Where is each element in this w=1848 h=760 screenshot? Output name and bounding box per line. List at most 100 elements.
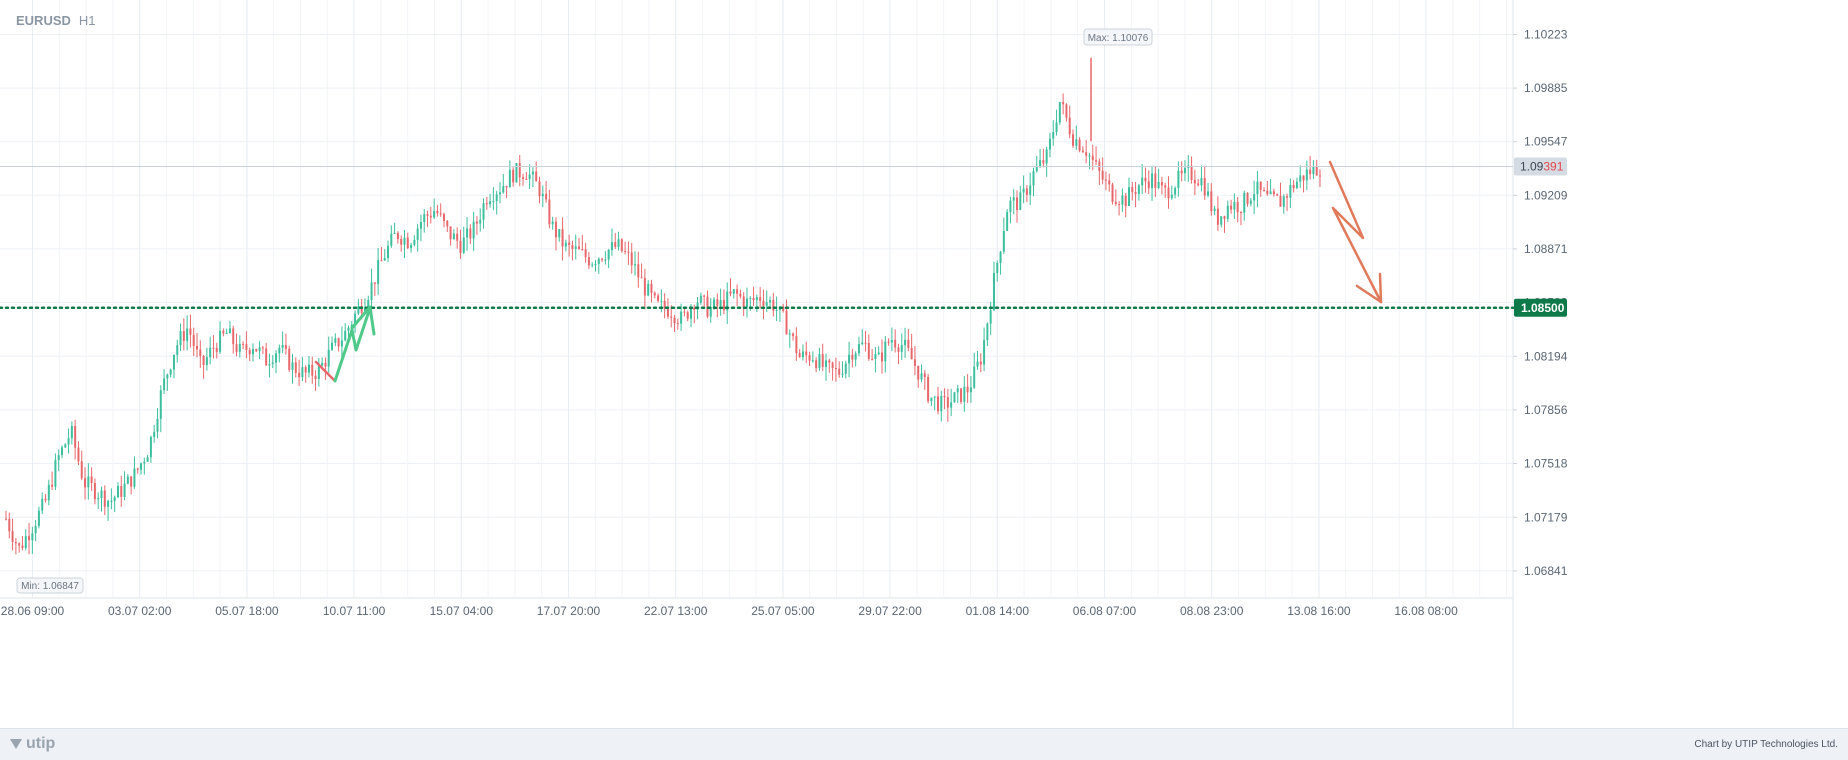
candle-body: [331, 342, 334, 350]
candle: [765, 290, 768, 313]
candle-body: [301, 367, 304, 378]
candle-body: [169, 369, 172, 375]
candle-body: [120, 486, 123, 497]
y-axis: 1.10223 1.09885 1.09547 1.09209 1.08871 1.085…: [1513, 27, 1568, 578]
candle: [815, 357, 818, 373]
min-marker: Min: 1.06847: [16, 577, 84, 594]
candle-body: [620, 239, 623, 252]
candle-body: [288, 348, 291, 370]
candle: [502, 174, 505, 194]
candle-body: [792, 333, 795, 337]
candle-body: [518, 163, 521, 178]
current-price-label: 1.09391: [1520, 159, 1564, 173]
candle: [1065, 103, 1068, 122]
utip-logo[interactable]: utip: [10, 735, 55, 753]
candle: [1035, 155, 1038, 173]
candle-body: [1039, 160, 1042, 167]
candle-body: [759, 297, 762, 301]
candle: [1019, 185, 1022, 211]
candle-body: [936, 396, 939, 412]
candle: [199, 340, 202, 368]
candle-body: [232, 328, 235, 345]
x-tick-label: 03.07 02:00: [108, 604, 172, 618]
candle-body: [660, 300, 663, 302]
candle: [387, 240, 390, 263]
candle: [159, 385, 162, 433]
candle: [110, 488, 113, 510]
candle-body: [140, 463, 143, 470]
candle-body: [1085, 152, 1088, 156]
x-tick-label: 28.06 09:00: [1, 604, 65, 618]
candle-body: [969, 387, 972, 393]
candle-body: [1295, 181, 1298, 189]
candle: [205, 347, 208, 371]
candle: [429, 207, 432, 224]
candle-body: [785, 310, 788, 335]
candle-body: [1052, 132, 1055, 139]
candle-body: [825, 360, 828, 367]
candle-body: [538, 181, 541, 197]
candle: [8, 512, 11, 539]
candle-body: [307, 364, 310, 373]
candle: [37, 506, 40, 529]
candle: [235, 333, 238, 357]
candle: [163, 369, 166, 394]
candle-body: [1025, 188, 1028, 195]
candle: [317, 358, 320, 387]
candle: [344, 323, 347, 342]
candle: [77, 441, 80, 466]
candle: [1292, 180, 1295, 193]
candle: [1141, 163, 1144, 195]
candle-body: [1276, 194, 1279, 196]
candle: [377, 248, 380, 295]
candle-body: [1174, 187, 1177, 195]
candle-body: [1157, 181, 1160, 188]
candle-body: [650, 283, 653, 293]
candle: [57, 449, 60, 471]
candle-body: [643, 277, 646, 296]
candle-body: [851, 354, 854, 360]
candle-body: [18, 543, 21, 546]
level-price-tag: 1.08500: [1514, 298, 1567, 317]
candle-body: [986, 323, 989, 341]
candle-body: [363, 307, 366, 313]
up-zigzag-arrow: [333, 306, 372, 383]
candle-body: [1233, 202, 1236, 210]
candle: [627, 241, 630, 265]
candle: [877, 346, 880, 356]
candle: [1305, 160, 1308, 191]
candle: [238, 335, 241, 358]
candle: [1200, 165, 1203, 192]
candle: [70, 421, 73, 445]
candle: [331, 336, 334, 351]
candle-body: [709, 307, 712, 317]
candle-body: [989, 310, 992, 324]
candle: [953, 391, 956, 403]
candle-body: [1009, 200, 1012, 212]
candle-body: [831, 362, 834, 369]
candle: [792, 332, 795, 341]
candle-body: [627, 251, 630, 253]
candle-body: [913, 359, 916, 366]
candle: [268, 353, 271, 378]
candle: [1085, 139, 1088, 164]
drawing-annotations: Max: 1.10076 Min: 1.06847: [0, 28, 1515, 594]
candle: [143, 457, 146, 475]
y-tick-label: 1.09209: [1524, 188, 1568, 202]
candle-body: [966, 386, 969, 393]
candle: [439, 203, 442, 217]
candle: [851, 348, 854, 368]
candle: [1167, 176, 1170, 209]
candle: [825, 353, 828, 381]
candle-body: [57, 455, 60, 461]
candle: [946, 388, 949, 422]
candle: [103, 485, 106, 516]
candle-body: [1108, 180, 1111, 185]
candle-body: [653, 292, 656, 296]
candle-body: [920, 373, 923, 380]
candle: [1108, 173, 1111, 192]
candle: [578, 238, 581, 250]
candle: [192, 327, 195, 357]
candle: [703, 294, 706, 309]
